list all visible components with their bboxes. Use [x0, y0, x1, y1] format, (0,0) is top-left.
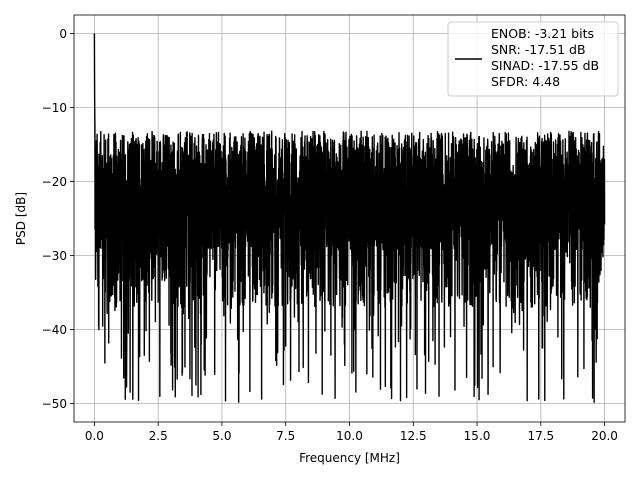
psd-series-line: [93, 33, 606, 403]
legend-text-sinad: SINAD: -17.55 dB: [491, 58, 599, 73]
x-tick-label: 15.0: [464, 429, 491, 443]
x-tick-label: 0.0: [85, 429, 104, 443]
x-tick-label: 17.5: [527, 429, 554, 443]
y-tick-label: −10: [42, 101, 67, 115]
x-tick-label: 2.5: [149, 429, 168, 443]
y-axis-ticks: 0 −10 −20 −30 −40 −50: [42, 27, 74, 411]
legend-text-snr: SNR: -17.51 dB: [491, 42, 586, 57]
y-tick-label: −20: [42, 175, 67, 189]
x-tick-label: 10.0: [336, 429, 363, 443]
x-axis-ticks: 0.0 2.5 5.0 7.5 10.0 12.5 15.0 17.5 20.0: [85, 422, 618, 443]
x-tick-label: 12.5: [400, 429, 427, 443]
psd-trace: [93, 33, 606, 403]
legend: ENOB: -3.21 bits SNR: -17.51 dB SINAD: -…: [447, 21, 619, 97]
legend-text-enob: ENOB: -3.21 bits: [491, 26, 594, 41]
x-tick-label: 7.5: [276, 429, 295, 443]
legend-box: [447, 21, 619, 97]
y-tick-label: −50: [42, 397, 67, 411]
x-tick-label: 5.0: [212, 429, 231, 443]
x-tick-label: 20.0: [591, 429, 618, 443]
y-tick-label: −40: [42, 323, 67, 337]
y-tick-label: −30: [42, 249, 67, 263]
legend-text-sfdr: SFDR: 4.48: [491, 74, 560, 89]
y-tick-label: 0: [59, 27, 67, 41]
y-axis-label: PSD [dB]: [14, 192, 28, 245]
x-axis-label: Frequency [MHz]: [299, 451, 400, 465]
